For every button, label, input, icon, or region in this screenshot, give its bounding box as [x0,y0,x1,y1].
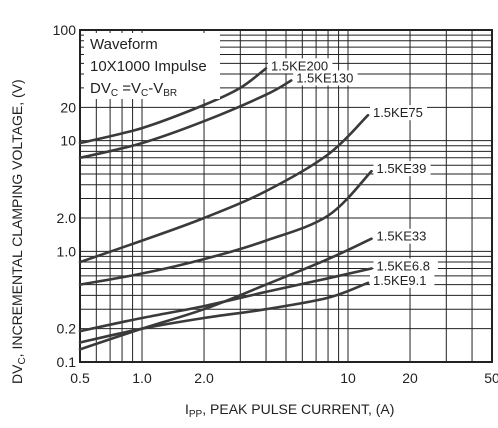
x-axis-label: IPP, PEAK PULSE CURRENT, (A) [185,401,394,420]
tick-labels: 0.5 1.0 2.0 10 20 50 100 20 10 2.0 1.0 0.2 0.1 [53,22,498,386]
series-label-1.5ke9.1: 1.5KE9.1 [373,273,427,288]
annotation-line-2: 10X1000 Impulse [90,58,207,75]
waveform-annotation: Waveform 10X1000 Impulse DVC =VC-VBR [84,33,220,99]
y-tick-label: 0.1 [57,354,77,370]
y-tick-label: 20 [60,99,76,115]
series-line-1.5ke6.8 [78,267,373,333]
plot-frame [79,29,493,363]
series-line-1.5ke130 [78,79,293,160]
series-label-1.5ke39: 1.5KE39 [376,161,426,176]
series-label-1.5ke130: 1.5KE130 [296,70,353,85]
annotation-line-3: DVC =VC-VBR [90,80,177,99]
x-tick-label: 2.0 [194,370,214,386]
x-tick-label: 10 [340,370,356,386]
x-tick-label: 50 [484,370,498,386]
y-tick-label: 2.0 [57,210,77,226]
series-label-bg [373,228,431,244]
series-label-bg [369,272,435,288]
x-tick-label: 0.5 [70,370,90,386]
x-tick-label: 1.0 [132,370,152,386]
series-label-bg [373,161,431,177]
y-tick-label: 100 [53,22,77,38]
y-tick-label: 10 [60,133,76,149]
series-line-1.5ke75 [78,113,370,264]
series-label-1.5ke33: 1.5KE33 [376,229,426,244]
x-tick-label: 20 [402,370,418,386]
series-label-bg [373,258,438,274]
series-line-1.5ke200 [78,67,268,145]
series-line-1.5ke9.1 [78,281,370,344]
series-label-bg [293,70,358,86]
series-label-bg [369,105,428,121]
y-tick-label: 0.2 [57,321,77,337]
annotation-line-1: Waveform [90,36,158,53]
y-tick-label: 1.0 [57,243,77,259]
series-label-1.5ke75: 1.5KE75 [373,105,423,120]
y-axis-label: DVC, INCREMENTAL CLAMPING VOLTAGE, (V) [9,79,28,384]
series-label-1.5ke6.8: 1.5KE6.8 [376,258,430,273]
annotation-box [84,33,220,99]
series-line-1.5ke39 [78,169,373,286]
series-label-bg [268,58,333,74]
series-label-1.5ke200: 1.5KE200 [271,58,328,73]
